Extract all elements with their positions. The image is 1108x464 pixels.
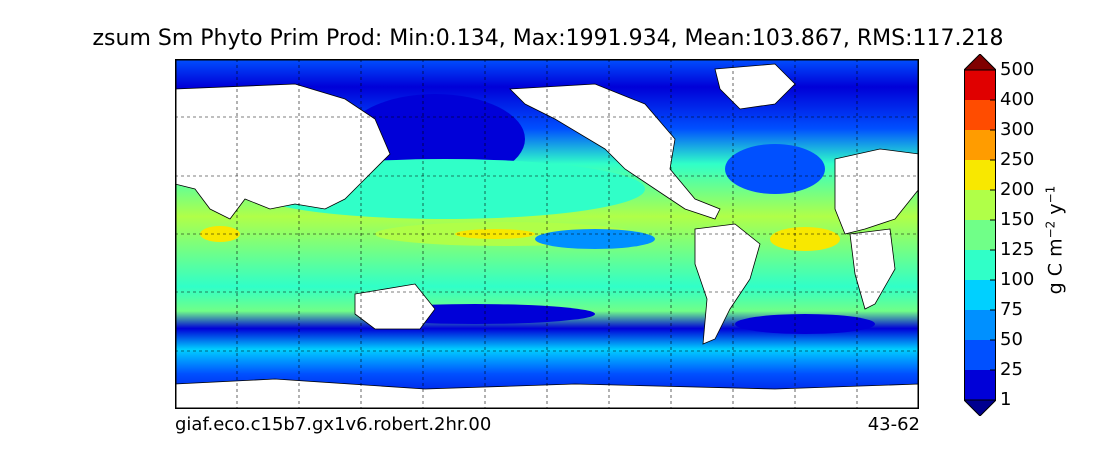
colorbar-swatch [964, 310, 996, 341]
footer-year-range: 43-62 [867, 414, 920, 435]
colorbar-tick-label: 75 [1000, 299, 1023, 320]
colorbar-extend-min [964, 399, 996, 416]
colorbar-tick-label: 200 [1000, 179, 1035, 200]
colorbar-swatch [964, 70, 996, 101]
colorbar-swatch [964, 280, 996, 311]
colorbar-swatch [964, 190, 996, 221]
plot-frame [175, 59, 919, 409]
land-australia [354, 283, 436, 330]
colorbar-tick-label: 250 [1000, 149, 1035, 170]
colorbar-frame [964, 69, 996, 401]
colorbar-tick-label: 1 [1000, 389, 1012, 410]
colorbar-tick-label: 150 [1000, 209, 1035, 230]
footer-run-name: giaf.eco.c15b7.gx1v6.robert.2hr.00 [175, 414, 492, 435]
colorbar-tick-label: 100 [1000, 269, 1035, 290]
colorbar-swatch [964, 220, 996, 251]
colorbar-swatch [964, 160, 996, 191]
colorbar-tick-label: 50 [1000, 329, 1023, 350]
colorbar-swatch [964, 100, 996, 131]
graticule [175, 59, 919, 409]
colorbar-swatch [964, 250, 996, 281]
colorbar-label: g C m−2 y−1 [1043, 185, 1067, 295]
colorbar-tick-label: 125 [1000, 239, 1035, 260]
colorbar-tick-label: 400 [1000, 89, 1035, 110]
colorbar-swatch [964, 130, 996, 161]
land-greenland [714, 63, 796, 110]
colorbar-tick-label: 25 [1000, 359, 1023, 380]
colorbar-tick-label: 300 [1000, 119, 1035, 140]
colorbar-tick-label: 500 [1000, 59, 1035, 80]
land-north-america [509, 83, 721, 220]
colorbar-swatch [964, 340, 996, 371]
land-eurasia [175, 83, 391, 220]
colorbar-extend-max [964, 54, 996, 71]
colorbar-swatch [964, 370, 996, 401]
map-svg [175, 59, 919, 409]
chart-title: zsum Sm Phyto Prim Prod: Min:0.134, Max:… [92, 26, 1004, 51]
land-africa-north [834, 148, 919, 235]
colorbar [964, 54, 996, 416]
land-africa-south [849, 228, 896, 310]
map-plot [175, 59, 919, 409]
